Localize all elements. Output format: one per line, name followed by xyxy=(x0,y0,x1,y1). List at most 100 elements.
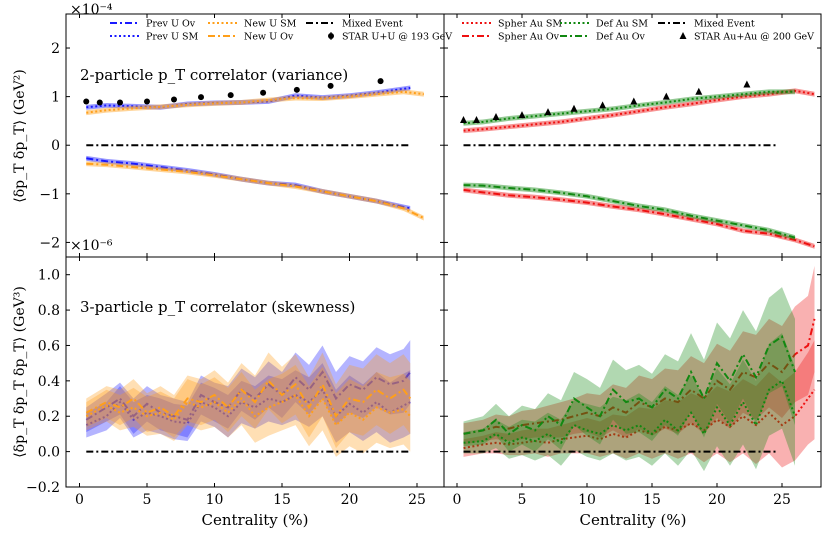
x-axis-label-left: Centrality (%) xyxy=(202,511,309,529)
top-right-star-au-au-200-gev-point xyxy=(570,104,578,112)
bottom-right-spher-au-ov-band xyxy=(463,265,815,445)
bottom-left-xtick-label: 20 xyxy=(341,492,359,508)
bottom-right-def-au-sm-line xyxy=(463,379,796,445)
legend-right-marker xyxy=(679,32,687,39)
legend-left: Prev U Ov Prev U SM New U SM New U Ov Mixed … xyxy=(110,19,452,43)
legend-right-label: Spher Au Ov xyxy=(498,32,560,43)
x-axis-label-right: Centrality (%) xyxy=(580,511,687,529)
top-left-star-u-u-193-gev-point xyxy=(117,99,123,106)
bottom-left-prev-u-ov-line xyxy=(85,370,412,421)
legend-left-label: Mixed Event xyxy=(342,19,403,30)
top-right-star-au-au-200-gev-point xyxy=(662,92,670,100)
bottom-right-def-au-sm-band xyxy=(463,333,795,472)
top-left-star-u-u-193-gev-point xyxy=(83,98,90,105)
bottom-exponent-label: ×10⁻⁶ xyxy=(70,238,113,254)
top-left-ytick-label: 2 xyxy=(51,41,60,57)
legend-right-label: Spher Au SM xyxy=(498,19,562,30)
bottom-right-spher-au-sm-line xyxy=(463,389,816,450)
top-left-new-u-sm-band xyxy=(86,89,424,116)
bottom-right-xtick-label: 25 xyxy=(773,492,791,508)
legend-left-label: STAR U+U @ 193 GeV xyxy=(342,32,452,43)
top-exponent-label: ×10⁻⁴ xyxy=(70,2,113,18)
bottom-left-new-u-sm-line xyxy=(85,393,412,427)
chart-marks xyxy=(83,78,816,472)
top-right-def-au-ov-band xyxy=(463,182,795,240)
bottom-right-def-au-ov-band xyxy=(463,287,795,452)
bottom-left-xtick-label: 10 xyxy=(206,492,224,508)
bottom-right-xtick-label: 0 xyxy=(453,492,462,508)
top-right-star-au-au-200-gev-point xyxy=(695,87,703,95)
legend-left-label: Prev U SM xyxy=(146,32,198,43)
top-left-ytick-label: −1 xyxy=(39,187,60,203)
top-left-ytick-label: −2 xyxy=(39,235,60,251)
panel-bottom-right-frame xyxy=(443,256,822,488)
top-right-star-au-au-200-gev-point xyxy=(743,80,751,88)
top-left-prev-u-sm-band xyxy=(86,85,411,110)
top-left-star-u-u-193-gev-point xyxy=(377,78,384,85)
bottom-left-ytick-label: 0.8 xyxy=(38,303,60,319)
top-left-star-u-u-193-gev-point xyxy=(260,89,267,96)
top-left-star-u-u-193-gev-point xyxy=(171,96,177,103)
bottom-right-def-au-ov-line xyxy=(463,335,796,436)
legend-right-label: Mixed Event xyxy=(694,19,755,30)
bottom-right-xtick-label: 20 xyxy=(708,492,726,508)
bottom-left-prev-u-sm-band xyxy=(86,363,411,443)
top-left-star-u-u-193-gev-point xyxy=(327,82,334,89)
top-left-ytick-label: 0 xyxy=(51,138,60,154)
bottom-left-ytick-label: −0.2 xyxy=(26,480,60,496)
bottom-left-ytick-label: 0.2 xyxy=(38,409,60,425)
bottom-left-new-u-ov-line xyxy=(85,379,412,419)
top-right-star-au-au-200-gev-point xyxy=(473,115,480,123)
bottom-left-prev-u-ov-band xyxy=(86,340,411,438)
legend-right: Spher Au SM Spher Au Ov Def Au SM Def Au Ov… xyxy=(462,19,814,43)
top-right-def-au-ov-line xyxy=(463,184,796,239)
bottom-left-ytick-label: 0.4 xyxy=(38,374,60,390)
top-right-star-au-au-200-gev-point xyxy=(599,101,607,109)
legend-left-label: Prev U Ov xyxy=(146,19,196,30)
bottom-left-new-u-sm-band xyxy=(86,364,411,457)
bottom-left-ytick-label: 0.6 xyxy=(38,338,60,354)
top-left-star-u-u-193-gev-point xyxy=(144,98,150,105)
panel-top-right-frame xyxy=(443,13,822,258)
bottom-y-axis-label: ⟨δp_T δp_T δp_T⟩ (GeV³) xyxy=(12,286,28,458)
top-left-ytick-label: 1 xyxy=(51,90,60,106)
top-right-spher-au-sm-line xyxy=(463,89,815,132)
bottom-right-xtick-label: 15 xyxy=(643,492,661,508)
top-right-star-au-au-200-gev-point xyxy=(460,115,467,123)
top-right-star-au-au-200-gev-point xyxy=(518,111,526,119)
top-panel-annotation: 2-particle p_T correlator (variance) xyxy=(80,66,348,84)
top-left-star-u-u-193-gev-point xyxy=(96,99,103,106)
top-left-new-u-ov-line xyxy=(86,162,425,220)
legend-right-label: Def Au Ov xyxy=(596,32,646,43)
bottom-right-xtick-label: 5 xyxy=(518,492,527,508)
legend-left-label: New U SM xyxy=(244,19,297,30)
top-right-spher-au-ov-line xyxy=(463,188,815,248)
legend-right-label: STAR Au+Au @ 200 GeV xyxy=(694,32,814,43)
bottom-left-ytick-label: 1.0 xyxy=(38,268,60,284)
top-right-def-au-sm-line xyxy=(463,90,795,125)
top-right-star-au-au-200-gev-point xyxy=(630,97,638,105)
top-left-star-u-u-193-gev-point xyxy=(293,86,300,93)
bottom-left-xtick-label: 5 xyxy=(143,492,152,508)
bottom-right-spher-au-ov-line xyxy=(463,318,816,435)
legend-right-label: Def Au SM xyxy=(596,19,648,30)
top-y-axis-label: ⟨δp_T δp_T⟩ (GeV²) xyxy=(12,69,28,202)
top-left-star-u-u-193-gev-point xyxy=(198,94,204,101)
bottom-right-xtick-label: 10 xyxy=(578,492,596,508)
top-right-star-au-au-200-gev-point xyxy=(492,113,500,121)
legend-left-label: New U Ov xyxy=(244,32,294,43)
top-right-spher-au-ov-band xyxy=(463,187,815,249)
bottom-panel-annotation: 3-particle p_T correlator (skewness) xyxy=(80,298,355,316)
bottom-left-new-u-ov-band xyxy=(86,352,411,449)
bottom-left-xtick-label: 25 xyxy=(408,492,426,508)
top-right-def-au-sm-band xyxy=(463,89,795,126)
top-left-star-u-u-193-gev-point xyxy=(227,92,234,99)
top-left-new-u-ov-band xyxy=(86,161,424,221)
panel-top-left-frame xyxy=(65,13,445,258)
bottom-left-xtick-label: 15 xyxy=(273,492,291,508)
bottom-left-xtick-label: 0 xyxy=(75,492,84,508)
top-right-star-au-au-200-gev-point xyxy=(544,108,552,116)
bottom-left-ytick-label: 0.0 xyxy=(38,445,60,461)
